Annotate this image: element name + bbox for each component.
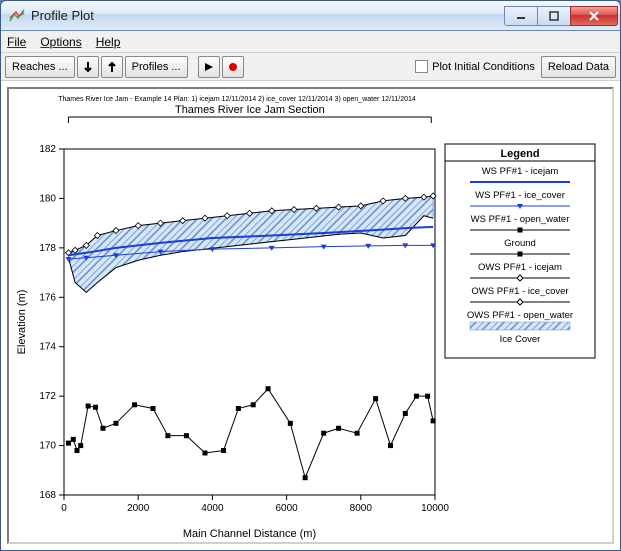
plot-area: Thames River Ice Jam - Example 14 Plan: … — [7, 87, 614, 544]
svg-text:Thames River Ice Jam Section: Thames River Ice Jam Section — [175, 104, 325, 116]
minimize-button[interactable] — [504, 6, 538, 26]
svg-text:OWS PF#1 - open_water: OWS PF#1 - open_water — [467, 310, 573, 321]
plot-initial-checkbox[interactable]: Plot Initial Conditions — [415, 60, 535, 73]
app-icon — [9, 8, 25, 24]
close-button[interactable] — [570, 6, 618, 26]
window-controls — [505, 6, 618, 26]
svg-text:180: 180 — [39, 193, 56, 204]
svg-text:178: 178 — [39, 243, 56, 254]
svg-text:OWS PF#1 - icejam: OWS PF#1 - icejam — [478, 262, 562, 273]
svg-text:8000: 8000 — [350, 503, 373, 514]
menubar: File Options Help — [1, 31, 620, 53]
window-title: Profile Plot — [31, 8, 505, 23]
svg-text:170: 170 — [39, 441, 56, 452]
svg-text:WS PF#1 - open_water: WS PF#1 - open_water — [471, 214, 570, 225]
profile-chart: Thames River Ice Jam - Example 14 Plan: … — [9, 89, 605, 544]
svg-text:WS PF#1 - icejam: WS PF#1 - icejam — [482, 166, 559, 177]
svg-text:168: 168 — [39, 490, 56, 501]
profiles-button[interactable]: Profiles ... — [125, 56, 188, 78]
plot-initial-label: Plot Initial Conditions — [432, 61, 535, 73]
menu-options[interactable]: Options — [40, 35, 81, 49]
record-button[interactable] — [222, 56, 244, 78]
svg-text:176: 176 — [39, 292, 56, 303]
svg-text:4000: 4000 — [201, 503, 224, 514]
svg-text:10000: 10000 — [421, 503, 449, 514]
svg-text:Legend: Legend — [500, 148, 539, 160]
play-button[interactable] — [198, 56, 220, 78]
reload-button[interactable]: Reload Data — [541, 56, 616, 78]
svg-text:WS PF#1 - ice_cover: WS PF#1 - ice_cover — [475, 190, 565, 201]
svg-text:Ice Cover: Ice Cover — [500, 334, 541, 345]
svg-text:6000: 6000 — [275, 503, 298, 514]
app-window: Profile Plot File Options Help Reaches .… — [0, 0, 621, 551]
svg-text:174: 174 — [39, 342, 56, 353]
svg-text:2000: 2000 — [127, 503, 150, 514]
svg-text:Elevation (m): Elevation (m) — [16, 290, 28, 355]
menu-file[interactable]: File — [7, 35, 26, 49]
svg-text:0: 0 — [61, 503, 67, 514]
arrow-down-button[interactable] — [77, 56, 99, 78]
arrow-up-button[interactable] — [101, 56, 123, 78]
menu-help[interactable]: Help — [96, 35, 121, 49]
svg-text:182: 182 — [39, 144, 56, 155]
svg-text:Ground: Ground — [504, 238, 536, 249]
maximize-button[interactable] — [537, 6, 571, 26]
svg-text:Main Channel Distance (m): Main Channel Distance (m) — [183, 528, 316, 540]
reaches-button[interactable]: Reaches ... — [5, 56, 75, 78]
titlebar[interactable]: Profile Plot — [1, 1, 620, 31]
svg-text:Thames River Ice Jam - Example: Thames River Ice Jam - Example 14 Plan: … — [58, 96, 416, 103]
toolbar: Reaches ... Profiles ... Plot Initial Co… — [1, 53, 620, 81]
svg-text:172: 172 — [39, 391, 56, 402]
checkbox-icon — [415, 60, 428, 73]
svg-text:OWS PF#1 - ice_cover: OWS PF#1 - ice_cover — [471, 286, 568, 297]
